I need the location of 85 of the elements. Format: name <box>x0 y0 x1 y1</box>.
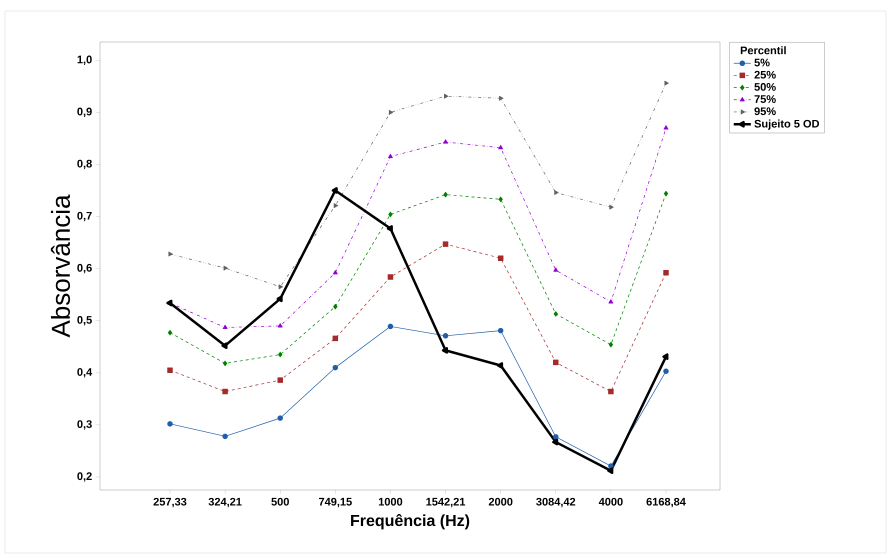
x-tick-label: 1542,21 <box>426 498 466 508</box>
point <box>608 299 614 304</box>
point <box>167 367 173 373</box>
x-tick-label: 6168,84 <box>646 498 686 508</box>
x-tick-label: 500 <box>271 498 289 506</box>
point <box>553 360 559 366</box>
y-tick-label: 0,7 <box>77 212 92 222</box>
point <box>497 362 504 369</box>
point <box>608 388 614 394</box>
point <box>442 241 448 247</box>
legend-label: 5% <box>754 58 770 66</box>
point <box>222 324 228 330</box>
y-axis-title: Absorvância <box>50 194 70 338</box>
point <box>388 154 393 158</box>
point <box>222 360 228 366</box>
y-tick-label: 1,0 <box>78 56 92 65</box>
legend-label: 75% <box>754 95 776 103</box>
y-tick-label: 0,3 <box>77 420 92 430</box>
y-tick-label: 0,6 <box>77 264 92 274</box>
point <box>443 192 448 198</box>
point <box>442 347 448 354</box>
point <box>664 80 669 86</box>
point <box>332 364 338 370</box>
point <box>554 190 559 195</box>
point <box>277 415 283 421</box>
point <box>498 196 503 202</box>
x-tick-label: 749,15 <box>318 498 352 508</box>
point <box>278 352 282 358</box>
point <box>224 266 228 271</box>
x-tick-label: 3084,42 <box>536 498 576 508</box>
x-axis-title: Frequência (Hz) <box>351 514 470 530</box>
point <box>222 388 228 394</box>
point <box>444 94 448 99</box>
point <box>609 204 614 210</box>
point <box>663 270 669 276</box>
y-tick-label: 0,2 <box>77 472 92 482</box>
point <box>499 96 504 101</box>
point <box>386 225 393 232</box>
point <box>334 203 338 208</box>
point <box>221 342 228 350</box>
point <box>167 421 173 427</box>
x-tick-label: 2000 <box>488 498 512 506</box>
point <box>663 368 669 374</box>
point <box>278 323 283 328</box>
point <box>168 252 173 256</box>
point <box>388 274 394 280</box>
point <box>608 342 614 348</box>
point <box>552 438 558 446</box>
y-tick-label: 0,8 <box>77 160 92 170</box>
point <box>442 333 448 339</box>
y-tick-label: 0,5 <box>77 316 92 326</box>
y-tick-label: 0,9 <box>77 108 92 118</box>
point <box>276 295 283 302</box>
point <box>388 110 394 115</box>
point <box>607 467 614 474</box>
point <box>662 353 668 360</box>
legend-label: 95% <box>754 107 776 116</box>
legend-label: Sujeito 5 OD <box>754 120 820 130</box>
legend-label: 25% <box>754 70 776 79</box>
point <box>664 125 668 130</box>
x-tick-label: 324,21 <box>208 498 242 508</box>
point <box>277 377 283 383</box>
point <box>554 311 558 317</box>
point <box>388 324 394 330</box>
point <box>664 190 668 196</box>
point <box>553 267 558 272</box>
point <box>498 255 504 261</box>
point <box>553 434 559 440</box>
legend-title: Percentil <box>740 46 786 54</box>
x-tick-label: 4000 <box>598 498 623 506</box>
point <box>332 270 338 274</box>
x-tick-label: 1000 <box>378 498 402 506</box>
point <box>332 187 338 194</box>
point <box>498 328 504 334</box>
point <box>222 434 228 440</box>
legend-label: 50% <box>754 83 776 91</box>
x-tick-label: 257,33 <box>154 498 186 508</box>
point <box>333 304 338 310</box>
point <box>388 212 393 218</box>
point <box>168 330 172 336</box>
point <box>443 139 448 144</box>
point <box>278 284 283 290</box>
y-tick-label: 0,4 <box>77 368 92 378</box>
point <box>332 336 338 342</box>
point <box>498 145 504 150</box>
